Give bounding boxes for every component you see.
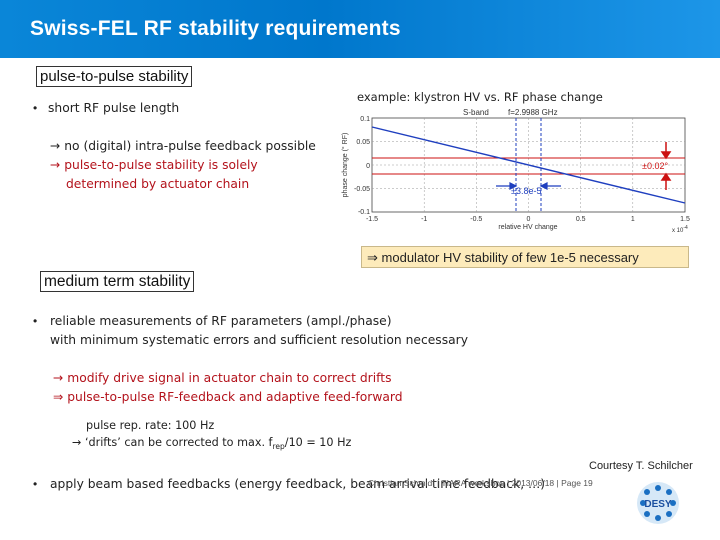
y-tick: 0.1 (360, 116, 370, 123)
slide-title: Swiss-FEL RF stability requirements (30, 17, 401, 40)
implies-arrow-icon: ⇒ (367, 250, 378, 265)
bullet-dot: • (33, 101, 38, 115)
x-tick: 1.5 (680, 216, 690, 223)
medium-term-label: medium term stability (40, 271, 195, 292)
y-tick: -0.05 (354, 186, 370, 193)
drift-correction-line: → ‘drifts’ can be corrected to max. frep… (72, 436, 352, 452)
klystron-phase-plot: S-band f=2.9988 GHz 0.1 0.05 0 -0.05 -0.… (336, 106, 708, 236)
pulse-to-pulse-label: pulse-to-pulse stability (36, 66, 193, 87)
x-tick: 0 (527, 216, 531, 223)
courtesy-text: Courtesy T. Schilcher (589, 460, 693, 472)
reliable-measurements-line2: with minimum systematic errors and suffi… (50, 333, 468, 347)
arrow-text-1: no (digital) intra-pulse feedback possib… (64, 139, 316, 153)
arrow-text-2: pulse-to-pulse stability is solely (64, 158, 258, 172)
x-tick: 0.5 (576, 216, 586, 223)
x-tick: -1.5 (366, 216, 378, 223)
x-tick: -0.5 (470, 216, 482, 223)
svg-text:DESY: DESY (644, 499, 672, 510)
red-text-2: pulse-to-pulse RF-feedback and adaptive … (67, 390, 403, 404)
x-tick: -1 (421, 216, 427, 223)
red-arrow-line-1: → modify drive signal in actuator chain … (53, 371, 391, 385)
rep-rate-line: pulse rep. rate: 100 Hz (86, 419, 215, 432)
reliable-measurements-line1: reliable measurements of RF parameters (… (50, 314, 392, 328)
plot-caption: example: klystron HV vs. RF phase change (357, 90, 603, 104)
right-arrow-icon: → (53, 371, 68, 385)
phase-annotation: ±0.02° (642, 161, 668, 171)
hv-range-arrows (496, 182, 561, 190)
red-text-1: modify drive signal in actuator chain to… (67, 371, 392, 385)
right-arrow-icon: → (72, 436, 85, 449)
footer-text: Christian Schmidt | TIARA workshop | 201… (368, 478, 593, 488)
modulator-note: ⇒ modulator HV stability of few 1e-5 nec… (361, 246, 689, 268)
y-tick: -0.1 (358, 209, 370, 216)
arrow-line-2: → pulse-to-pulse stability is solely (50, 158, 258, 172)
plot-title-right: f=2.9988 GHz (508, 108, 558, 117)
modulator-note-text: modulator HV stability of few 1e-5 neces… (381, 250, 639, 265)
right-arrow-icon: → (50, 139, 65, 153)
plot-xlabel: relative HV change (498, 224, 557, 231)
red-arrow-line-2: ⇒ pulse-to-pulse RF-feedback and adaptiv… (53, 390, 403, 404)
short-rf-pulse-text: short RF pulse length (48, 101, 180, 115)
slide-header: Swiss-FEL RF stability requirements (0, 0, 720, 58)
arrow-line-3: determined by actuator chain (66, 177, 250, 191)
right-arrow-icon: → (50, 158, 65, 172)
arrow-line-1: → no (digital) intra-pulse feedback poss… (50, 139, 316, 153)
plot-ylabel: phase change (° RF) (341, 133, 349, 198)
phase-series-line (371, 126, 686, 204)
plot-xscale: x 10-4 (672, 225, 688, 234)
desy-logo: DESY (637, 482, 679, 524)
bullet-dot: • (33, 477, 38, 491)
plot-title-left: S-band (463, 108, 489, 117)
y-tick: 0.05 (356, 139, 370, 146)
beam-feedbacks-text: apply beam based feedbacks (energy feedb… (50, 477, 546, 491)
bullet-dot: • (33, 314, 38, 328)
phase-range-arrows (660, 142, 672, 190)
x-tick: 1 (631, 216, 635, 223)
y-tick: 0 (366, 163, 370, 170)
hv-annotation: ±3.8e-5 (511, 186, 541, 196)
implies-arrow-icon: ⇒ (53, 390, 68, 404)
